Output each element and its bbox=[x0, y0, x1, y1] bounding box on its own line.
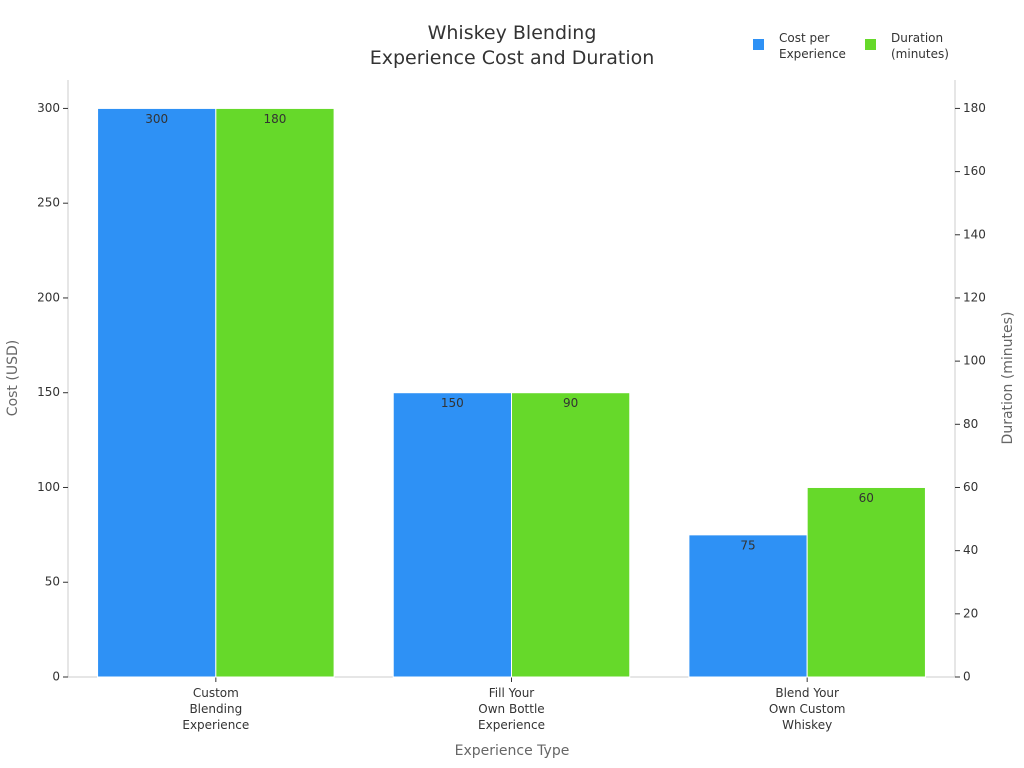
y2-axis-label: Duration (minutes) bbox=[1000, 312, 1016, 445]
y2-tick-label: 80 bbox=[963, 417, 978, 431]
y-axis-label: Cost (USD) bbox=[5, 340, 21, 416]
data-label: 75 bbox=[740, 538, 755, 552]
y-tick-label: 50 bbox=[45, 575, 60, 589]
y-tick-label: 200 bbox=[37, 290, 60, 304]
chart-title: Whiskey Blending Experience Cost and Dura… bbox=[370, 22, 655, 69]
x-tick-label: Fill Your Own Bottle Experience bbox=[478, 686, 545, 732]
y2-tick-label: 20 bbox=[963, 606, 978, 620]
y2-tick-label: 100 bbox=[963, 354, 986, 368]
bar bbox=[511, 392, 631, 678]
y-tick-label: 0 bbox=[52, 670, 60, 684]
y2-tick-label: 180 bbox=[963, 101, 986, 115]
y2-tick-label: 60 bbox=[963, 480, 978, 494]
y-tick-label: 150 bbox=[37, 385, 60, 399]
y-tick-label: 100 bbox=[37, 480, 60, 494]
legend-swatch bbox=[865, 39, 876, 50]
bar bbox=[97, 107, 217, 678]
x-tick-label: Blend Your Own Custom Whiskey bbox=[769, 686, 846, 732]
legend-swatch bbox=[753, 39, 764, 50]
y2-tick-label: 120 bbox=[963, 290, 986, 304]
y2-tick-label: 40 bbox=[963, 543, 978, 557]
data-label: 300 bbox=[145, 112, 168, 126]
y2-tick-label: 160 bbox=[963, 164, 986, 178]
bar bbox=[806, 486, 926, 678]
data-label: 60 bbox=[859, 491, 874, 505]
bar bbox=[392, 392, 513, 678]
y-tick-label: 300 bbox=[37, 101, 60, 115]
x-tick-label: Custom Blending Experience bbox=[182, 686, 249, 732]
y2-tick-label: 0 bbox=[963, 670, 971, 684]
data-label: 90 bbox=[563, 396, 578, 410]
data-label: 180 bbox=[264, 112, 287, 126]
y2-tick-label: 140 bbox=[963, 227, 986, 241]
legend-label: Cost per Experience bbox=[779, 31, 846, 61]
x-axis-label: Experience Type bbox=[455, 743, 570, 759]
bar bbox=[215, 107, 335, 678]
legend-label: Duration (minutes) bbox=[891, 31, 949, 61]
y-tick-label: 250 bbox=[37, 196, 60, 210]
data-label: 150 bbox=[441, 396, 464, 410]
bar bbox=[688, 534, 808, 678]
